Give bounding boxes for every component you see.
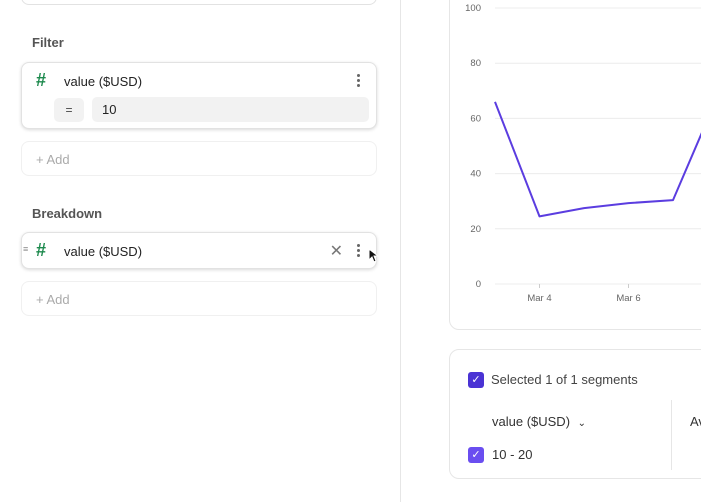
number-type-icon: # bbox=[36, 70, 47, 90]
breakdown-add-button[interactable]: + Add bbox=[21, 281, 377, 316]
y-tick-label: 100 bbox=[465, 3, 481, 14]
chart-card bbox=[449, 0, 701, 330]
column-header-next: Av bbox=[690, 414, 701, 429]
add-label: Add bbox=[46, 292, 70, 307]
column-divider bbox=[671, 400, 672, 470]
number-type-icon: # bbox=[36, 240, 47, 260]
mouse-cursor-icon bbox=[368, 248, 380, 263]
filter-value-input[interactable]: 10 bbox=[92, 97, 369, 122]
segment-checkbox[interactable]: ✓ bbox=[468, 447, 484, 463]
segments-summary: Selected 1 of 1 segments bbox=[491, 372, 638, 387]
plus-icon: + bbox=[36, 152, 44, 167]
filter-card[interactable]: # value ($USD) = 10 bbox=[21, 62, 377, 129]
line-chart: 0 20 40 60 80 100 Mar 4 Mar 6 bbox=[465, 3, 701, 304]
y-tick-label: 80 bbox=[470, 58, 481, 69]
drag-handle-icon[interactable]: ≡ bbox=[23, 244, 29, 254]
segment-label: 10 - 20 bbox=[492, 447, 533, 462]
y-tick-label: 0 bbox=[476, 279, 481, 290]
x-tick-label: Mar 6 bbox=[616, 293, 640, 304]
close-icon[interactable]: ✕ bbox=[329, 243, 343, 260]
more-options-icon[interactable] bbox=[357, 244, 360, 259]
previous-card bbox=[21, 0, 377, 5]
add-label: Add bbox=[46, 152, 70, 167]
breakdown-card[interactable]: ≡ # value ($USD) ✕ bbox=[21, 232, 377, 269]
y-tick-label: 40 bbox=[470, 169, 481, 180]
filter-title: Filter bbox=[32, 35, 64, 50]
column-header-value[interactable]: value ($USD) ⌄ bbox=[492, 414, 587, 429]
segments-card: ✓ Selected 1 of 1 segments value ($USD) … bbox=[449, 349, 701, 479]
chevron-down-icon: ⌄ bbox=[577, 418, 587, 429]
y-tick-label: 60 bbox=[470, 113, 481, 124]
filter-property[interactable]: value ($USD) bbox=[64, 74, 143, 89]
more-options-icon[interactable] bbox=[357, 74, 360, 89]
filter-add-button[interactable]: + Add bbox=[21, 141, 377, 176]
breakdown-title: Breakdown bbox=[32, 206, 103, 221]
operator-select[interactable]: = bbox=[54, 98, 84, 122]
select-all-checkbox[interactable]: ✓ bbox=[468, 372, 484, 388]
x-tick-label: Mar 4 bbox=[527, 293, 551, 304]
series-line bbox=[494, 101, 701, 218]
query-panel: Filter # value ($USD) = 10 + Add Breakdo… bbox=[21, 0, 401, 502]
breakdown-property[interactable]: value ($USD) bbox=[64, 244, 143, 259]
plus-icon: + bbox=[36, 292, 44, 307]
y-tick-label: 20 bbox=[470, 224, 481, 235]
